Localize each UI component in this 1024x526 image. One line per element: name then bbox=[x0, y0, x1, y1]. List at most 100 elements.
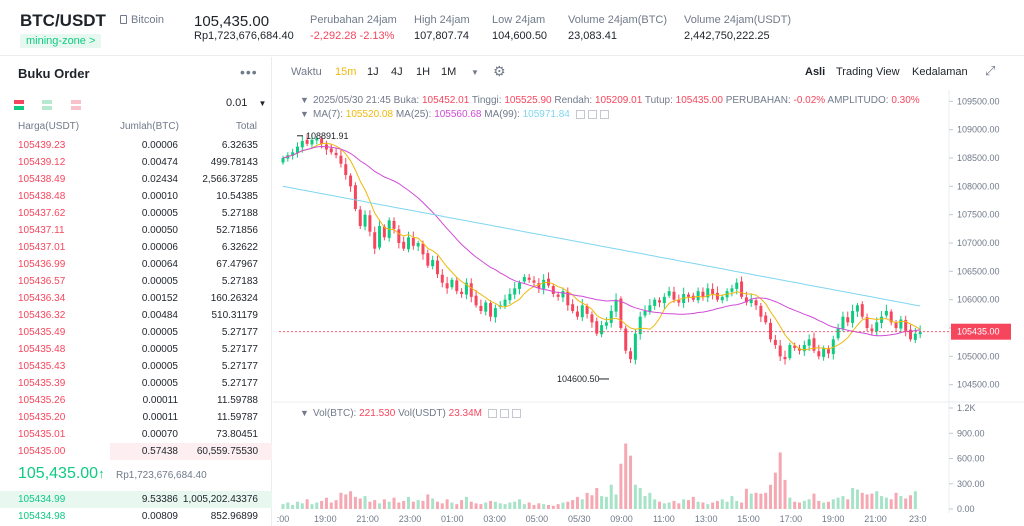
ma25-label: MA(25): bbox=[395, 109, 432, 120]
ask-row[interactable]: 105435.39 0.00005 5.27177 bbox=[0, 375, 272, 392]
vol-btc-value: 221.530 bbox=[359, 408, 396, 419]
collapse-info-icon[interactable]: ▼ bbox=[300, 95, 309, 105]
candle-body bbox=[561, 291, 565, 298]
ask-total: 5.27177 bbox=[221, 327, 258, 338]
precision-select[interactable]: 0.01 ▼ bbox=[226, 97, 266, 109]
ask-qty: 0.00050 bbox=[141, 225, 178, 236]
vol-visibility-icon[interactable] bbox=[487, 408, 497, 418]
stat-volume-usdt: Volume 24jam(USDT) 2,442,750,222.25 bbox=[684, 14, 791, 42]
more-options-icon[interactable]: ••• bbox=[240, 64, 258, 80]
candle-body bbox=[595, 321, 599, 334]
ask-row[interactable]: 105439.12 0.00474 499.78143 bbox=[0, 154, 272, 171]
view-both-icon[interactable] bbox=[14, 100, 24, 110]
ask-qty: 0.00011 bbox=[142, 412, 178, 423]
ask-row[interactable]: 105436.99 0.00064 67.47967 bbox=[0, 256, 272, 273]
candle-body bbox=[759, 305, 763, 317]
volume-bar bbox=[880, 496, 884, 509]
price-tick-label: 106500.00 bbox=[957, 266, 1000, 276]
vol-settings-icon[interactable] bbox=[499, 408, 509, 418]
ask-row[interactable]: 105436.32 0.00484 510.31179 bbox=[0, 307, 272, 324]
mid-price[interactable]: 105,435.00↑ bbox=[18, 465, 105, 483]
ask-qty: 0.00005 bbox=[141, 327, 178, 338]
ask-row[interactable]: 105436.34 0.00152 160.26324 bbox=[0, 290, 272, 307]
candle-body bbox=[773, 339, 777, 345]
bid-row[interactable]: 105434.98 0.00809 852.96899 bbox=[0, 508, 272, 525]
collapse-vol-icon[interactable]: ▼ bbox=[300, 408, 309, 418]
candle-body bbox=[653, 299, 657, 306]
ask-row[interactable]: 105435.00 0.57438 60,559.75530 bbox=[0, 443, 272, 460]
pair-symbol[interactable]: BTC/USDT bbox=[20, 11, 106, 30]
collapse-ma-icon[interactable]: ▼ bbox=[300, 109, 309, 119]
ask-row[interactable]: 105435.49 0.00005 5.27177 bbox=[0, 324, 272, 341]
interval-1m[interactable]: 1M bbox=[441, 66, 457, 78]
ask-row[interactable]: 105438.49 0.02434 2,566.37285 bbox=[0, 171, 272, 188]
time-tick-label: 21:00 bbox=[356, 514, 379, 524]
stat-volume-btc-label: Volume 24jam(BTC) bbox=[568, 14, 668, 26]
ma25-value: 105560.68 bbox=[434, 109, 482, 120]
volume-bar bbox=[629, 455, 633, 509]
ask-price: 105435.26 bbox=[18, 395, 66, 406]
ask-row[interactable]: 105435.48 0.00005 5.27177 bbox=[0, 341, 272, 358]
view-asks-icon[interactable] bbox=[70, 100, 81, 110]
candle-body bbox=[817, 351, 821, 357]
ask-row[interactable]: 105436.57 0.00005 5.27183 bbox=[0, 273, 272, 290]
ask-row[interactable]: 105437.11 0.00050 52.71856 bbox=[0, 222, 272, 239]
volume-bar bbox=[653, 499, 657, 509]
vol-close-icon[interactable] bbox=[511, 408, 521, 418]
candle-body bbox=[624, 328, 628, 351]
ask-row[interactable]: 105435.26 0.00011 11.59788 bbox=[0, 392, 272, 409]
candle-body bbox=[329, 148, 333, 153]
candle-body bbox=[783, 356, 787, 360]
view-kedalaman[interactable]: Kedalaman bbox=[912, 66, 968, 78]
candle-body bbox=[894, 322, 898, 328]
volume-bar bbox=[416, 500, 420, 509]
interval-1j[interactable]: 1J bbox=[367, 66, 379, 78]
interval-1h[interactable]: 1H bbox=[416, 66, 431, 78]
volume-bar bbox=[407, 496, 411, 509]
volume-bar bbox=[841, 496, 845, 509]
volume-bar bbox=[595, 487, 599, 509]
candle-body bbox=[575, 311, 579, 317]
ask-row[interactable]: 105435.43 0.00005 5.27177 bbox=[0, 358, 272, 375]
candle-body bbox=[344, 164, 348, 175]
price-tick-label: 105500.00 bbox=[957, 323, 1000, 333]
view-trading-view[interactable]: Trading View bbox=[836, 66, 900, 78]
change-value: -0.02% bbox=[793, 95, 826, 106]
volume-bar bbox=[479, 504, 483, 509]
ma-settings-icon[interactable] bbox=[587, 109, 597, 119]
ask-row[interactable]: 105435.01 0.00070 73.80451 bbox=[0, 426, 272, 443]
candle-body bbox=[677, 300, 681, 303]
ask-total: 5.27188 bbox=[221, 208, 258, 219]
last-price-fiat: Rp1,723,676,684.40 bbox=[194, 30, 294, 42]
fullscreen-icon[interactable]: ⤢ bbox=[985, 63, 996, 78]
volume-bar bbox=[624, 443, 628, 509]
price-chart[interactable]: 109500.00 109000.00 108500.00 108000.00 1075… bbox=[273, 57, 1024, 526]
candle-body bbox=[522, 277, 526, 282]
candle-body bbox=[469, 283, 473, 297]
ask-row[interactable]: 105435.20 0.00011 11.59787 bbox=[0, 409, 272, 426]
time-tick-label: 19:00 bbox=[314, 514, 337, 524]
candle-body bbox=[368, 215, 372, 232]
time-tick-label: 23:0 bbox=[909, 514, 927, 524]
ask-total: 2,566.37285 bbox=[202, 174, 258, 185]
volume-bar bbox=[445, 499, 449, 509]
ask-row[interactable]: 105439.23 0.00006 6.32635 bbox=[0, 137, 272, 154]
candle-body bbox=[851, 311, 855, 323]
stat-low-label: Low 24jam bbox=[492, 14, 546, 26]
ma-close-icon[interactable] bbox=[599, 109, 609, 119]
vol-usdt-value: 23.34M bbox=[448, 408, 482, 419]
interval-15m[interactable]: 15m bbox=[335, 66, 357, 78]
view-bids-icon[interactable] bbox=[42, 100, 53, 110]
order-book-title: Buku Order bbox=[18, 66, 90, 81]
interval-more-icon[interactable]: ▼ bbox=[471, 68, 479, 77]
settings-gear-icon[interactable]: ⚙ bbox=[493, 63, 506, 79]
bid-row[interactable]: 105434.99 9.53386 1,005,202.43376 bbox=[0, 491, 272, 508]
ask-row[interactable]: 105438.48 0.00010 10.54385 bbox=[0, 188, 272, 205]
view-asli[interactable]: Asli bbox=[805, 66, 826, 78]
stat-volume-usdt-label: Volume 24jam(USDT) bbox=[684, 14, 791, 26]
interval-4j[interactable]: 4J bbox=[391, 66, 403, 78]
ma-visibility-icon[interactable] bbox=[575, 109, 585, 119]
mining-zone-tag[interactable]: mining-zone > bbox=[20, 34, 102, 48]
ask-row[interactable]: 105437.01 0.00006 6.32622 bbox=[0, 239, 272, 256]
ask-row[interactable]: 105437.62 0.00005 5.27188 bbox=[0, 205, 272, 222]
